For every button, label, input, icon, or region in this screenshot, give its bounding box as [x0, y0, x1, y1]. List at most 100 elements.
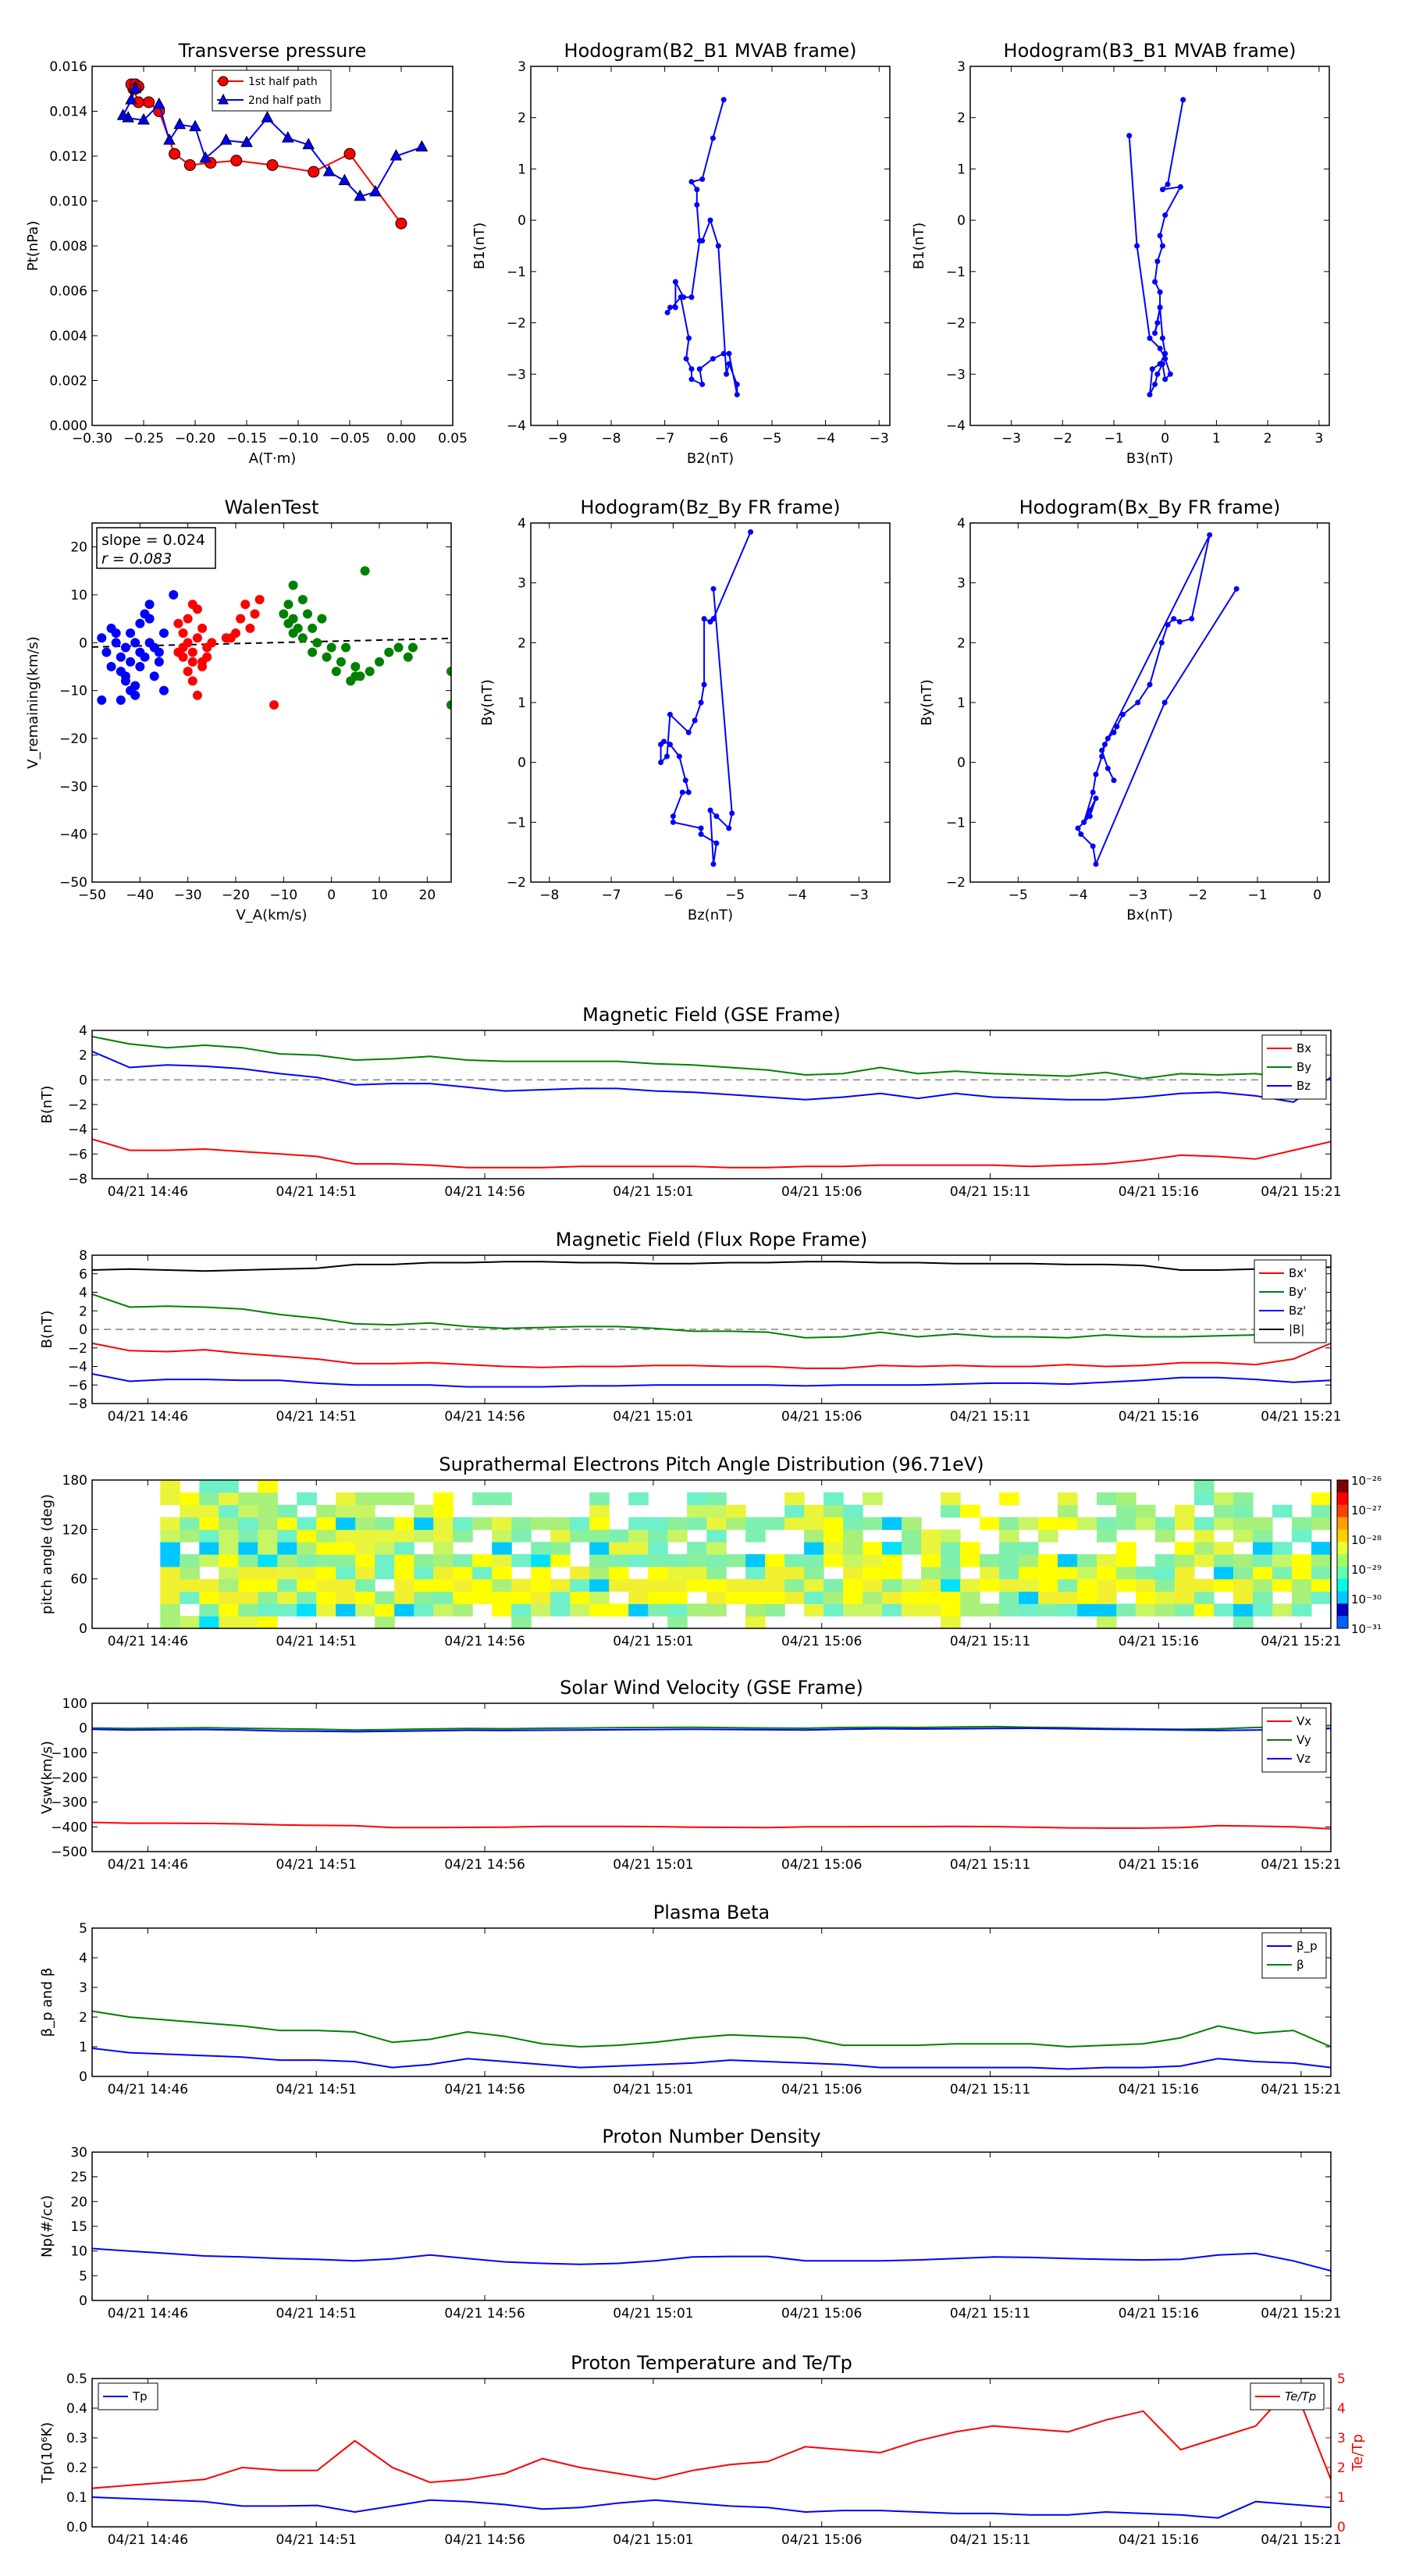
heatmap-cell [1058, 1566, 1078, 1580]
data-point [407, 642, 418, 653]
heatmap-cell [160, 1529, 180, 1542]
heatmap-cell [238, 1517, 258, 1530]
heatmap-cell [667, 1554, 688, 1567]
data-point [125, 93, 137, 105]
heatmap-cell [1136, 1578, 1156, 1592]
x-tick-label: −5 [725, 888, 745, 903]
heatmap-cell [433, 1504, 454, 1518]
colorbar-segment [1337, 1591, 1348, 1604]
heatmap-cell [823, 1591, 844, 1604]
data-point [715, 243, 721, 249]
y-tick-label: 0 [518, 213, 526, 229]
heatmap-cell [238, 1591, 258, 1604]
heatmap-cell [960, 1603, 980, 1617]
heatmap-cell [667, 1529, 688, 1542]
heatmap-cell [375, 1542, 395, 1555]
y-tick-label: 3 [957, 576, 966, 592]
data-point [1158, 639, 1165, 646]
x-tick-label: −0.25 [123, 431, 164, 447]
x-tick-label: −0.20 [175, 431, 215, 447]
heatmap-cell [199, 1517, 219, 1530]
heatmap-cell [414, 1603, 434, 1617]
series-hodogram [1126, 97, 1186, 398]
heatmap-cell [628, 1603, 649, 1617]
data-point [336, 656, 346, 667]
heatmap-cell [550, 1554, 571, 1567]
heatmap-cell [941, 1542, 961, 1555]
heatmap-cell [745, 1591, 766, 1604]
x-tick-label: 0.00 [386, 431, 416, 447]
heatmap-cell [823, 1578, 844, 1592]
heatmap-cell [160, 1517, 180, 1530]
x-tick-label: −6 [663, 888, 683, 903]
heatmap-cell [433, 1542, 454, 1555]
data-point [183, 159, 196, 171]
heatmap-cell [1077, 1591, 1097, 1604]
heatmap-cell [706, 1554, 727, 1567]
data-point [1104, 735, 1111, 742]
heatmap-cell [589, 1566, 610, 1580]
heatmap-cell [277, 1504, 297, 1518]
y-tick-label: 0.4 [66, 2401, 87, 2417]
y-tick-label: −1 [946, 815, 966, 831]
y-tick-label: 0 [79, 1322, 87, 1338]
data-point [1099, 753, 1105, 760]
heatmap-cell [199, 1492, 219, 1506]
y-tick-label: 4 [79, 1023, 87, 1039]
y-tick-label: 3 [79, 1980, 87, 1996]
heatmap-cell [160, 1492, 180, 1506]
series-group2 [173, 595, 279, 710]
heatmap-cell [550, 1591, 571, 1604]
x-tick-label: −4 [1068, 888, 1087, 903]
heatmap-cell [589, 1529, 610, 1542]
data-point [240, 135, 253, 148]
y-tick-label: 20 [70, 540, 87, 556]
heatmap-cell [628, 1542, 649, 1555]
heatmap-cell [706, 1517, 727, 1530]
y-tick-label: −2 [946, 875, 966, 891]
np-ylabel: Np(#/cc) [39, 2195, 55, 2258]
heatmap-cell [882, 1554, 902, 1567]
heatmap-cell [1175, 1603, 1195, 1617]
series-2nd-half-path [116, 81, 429, 201]
heatmap-cell [1116, 1504, 1136, 1518]
colorbar-segment [1337, 1492, 1348, 1506]
heatmap-cell [687, 1504, 707, 1518]
y-tick-label: 0.012 [49, 149, 87, 165]
data-point [688, 294, 695, 301]
bfr-title: Magnetic Field (Flux Rope Frame) [556, 1229, 867, 1251]
heatmap-cell [609, 1554, 629, 1567]
data-point [129, 81, 142, 94]
heatmap-cell [1038, 1603, 1058, 1617]
heatmap-cell [1272, 1554, 1293, 1567]
y-tick-label: −300 [51, 1795, 87, 1811]
heatmap-cell [941, 1504, 961, 1518]
heatmap-cell [199, 1480, 219, 1493]
bfr-ylabel: B(nT) [39, 1311, 55, 1349]
data-point [1134, 243, 1140, 249]
heatmap-cell [453, 1566, 473, 1580]
heatmap-cell [375, 1603, 395, 1617]
heatmap-cell [394, 1603, 414, 1617]
data-point [163, 133, 176, 145]
data-point [1159, 187, 1165, 193]
heatmap-cell [1311, 1578, 1332, 1592]
legend-label: By [1297, 1060, 1311, 1074]
heatmap-cell [1136, 1504, 1156, 1518]
y-tick-label: 1 [518, 696, 526, 711]
heatmap-cell [219, 1578, 239, 1592]
heatmap-cell [492, 1529, 512, 1542]
heatmap-cell [297, 1517, 317, 1530]
x-tick-label: 20 [419, 888, 436, 903]
heatmap-cell [511, 1517, 532, 1530]
data-point [710, 135, 716, 141]
x-tick-label: −4 [788, 888, 807, 903]
y-tick-label: 2 [518, 635, 526, 651]
heatmap-cells [160, 1480, 1332, 1629]
heatmap-cell [609, 1542, 629, 1555]
heatmap-cell [804, 1554, 824, 1567]
heatmap-cell [219, 1616, 239, 1629]
heatmap-cell [687, 1578, 707, 1592]
heatmap-cell [1038, 1517, 1058, 1530]
data-point [672, 279, 678, 285]
